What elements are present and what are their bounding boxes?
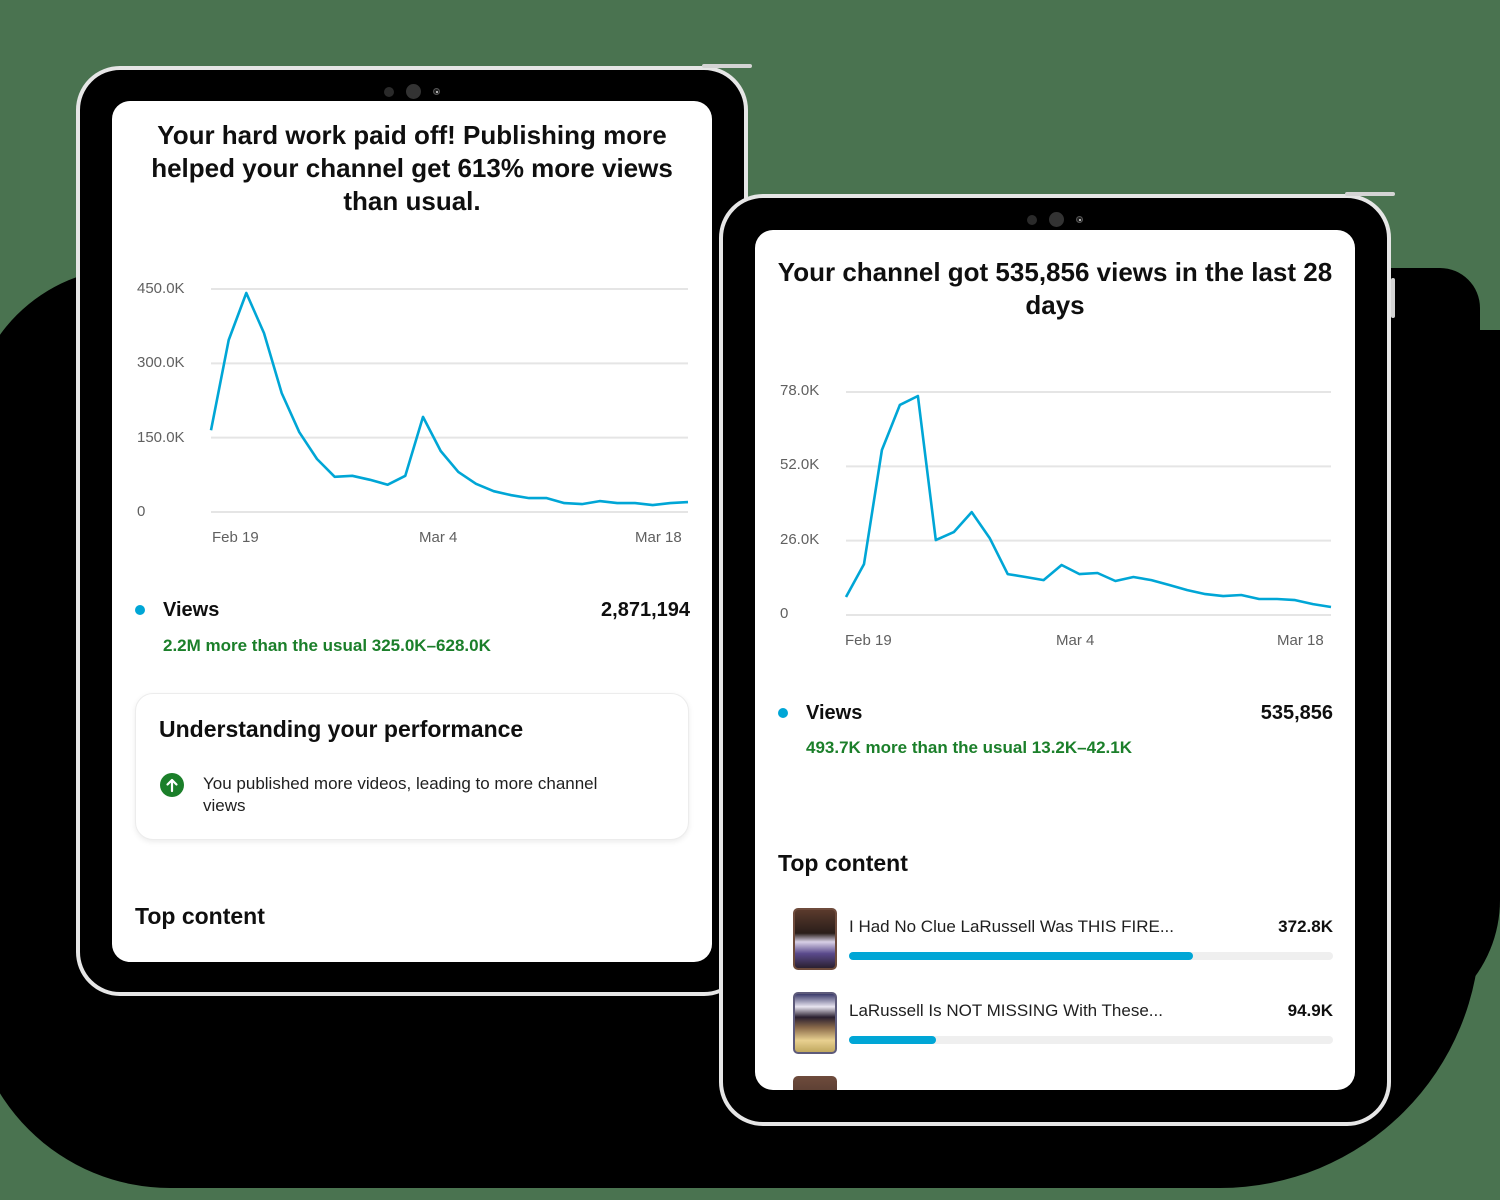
video-thumbnail xyxy=(793,1076,837,1090)
screen-left: Your hard work paid off! Publishing more… xyxy=(112,101,712,962)
metric-label: Views xyxy=(806,702,863,724)
views-bar-fill xyxy=(849,1036,937,1044)
video-title: LaRussell Is NOT MISSING With These... xyxy=(849,1001,1163,1020)
y-tick-label: 78.0K xyxy=(780,382,820,399)
series-dot-icon xyxy=(778,708,788,718)
tablet-left: Your hard work paid off! Publishing more… xyxy=(76,64,752,996)
video-title: I Had No Clue LaRussell Was THIS FIRE... xyxy=(849,917,1174,936)
x-tick-label: Mar 4 xyxy=(1056,632,1095,649)
views-chart: 450.0K 300.0K 150.0K 0 Feb 19 Mar 4 Mar … xyxy=(112,271,712,561)
insight-text: You published more videos, leading to mo… xyxy=(203,774,598,815)
volume-button xyxy=(1391,278,1395,318)
insight-title: Understanding your performance xyxy=(159,716,524,742)
metric-comparison: 2.2M more than the usual 325.0K–628.0K xyxy=(163,636,491,655)
views-series-line[interactable] xyxy=(844,394,1332,609)
views-line-chart xyxy=(844,391,1332,616)
views-metric[interactable]: Views 2,871,194 2.2M more than the usual… xyxy=(112,591,712,661)
metric-comparison: 493.7K more than the usual 13.2K–42.1K xyxy=(806,738,1132,757)
video-views: 372.8K xyxy=(1278,917,1333,936)
top-content-heading: Top content xyxy=(135,903,265,929)
top-content-item[interactable]: I Had No Clue LaRussell Was THIS FIRE...… xyxy=(755,908,1355,970)
tablet-right: Your channel got 535,856 views in the la… xyxy=(719,192,1395,1126)
camera-dot-icon xyxy=(384,86,394,97)
light-sensor-icon xyxy=(433,88,440,95)
views-series-line[interactable] xyxy=(209,291,689,507)
y-tick-label: 150.0K xyxy=(137,429,185,446)
top-content-heading: Top content xyxy=(778,850,908,876)
light-sensor-icon xyxy=(1076,216,1083,223)
backdrop-shadow xyxy=(1370,330,1500,1030)
power-button xyxy=(1345,192,1395,196)
metric-value: 535,856 xyxy=(1260,702,1333,724)
video-thumbnail xyxy=(793,992,837,1054)
insight-card[interactable]: Understanding your performance You publi… xyxy=(135,693,689,840)
y-tick-label: 52.0K xyxy=(780,456,820,473)
metric-label: Views xyxy=(163,599,220,621)
y-tick-label: 0 xyxy=(780,605,789,622)
top-content-item[interactable] xyxy=(755,1076,1355,1090)
arrow-up-circle-icon xyxy=(160,773,184,797)
x-tick-label: Feb 19 xyxy=(212,529,259,546)
screen-right: Your channel got 535,856 views in the la… xyxy=(755,230,1355,1090)
x-tick-label: Mar 18 xyxy=(1277,632,1324,649)
camera-lens-icon xyxy=(1049,212,1064,227)
y-tick-label: 26.0K xyxy=(780,531,820,548)
page-headline: Your channel got 535,856 views in the la… xyxy=(777,257,1333,320)
views-line-chart xyxy=(209,288,689,513)
power-button xyxy=(702,64,752,68)
camera-array xyxy=(1027,212,1083,227)
x-tick-label: Mar 4 xyxy=(419,529,458,546)
video-views: 94.9K xyxy=(1287,1001,1333,1020)
top-content-item[interactable]: LaRussell Is NOT MISSING With These... 9… xyxy=(755,992,1355,1054)
series-dot-icon xyxy=(135,605,145,615)
y-tick-label: 300.0K xyxy=(137,354,185,371)
views-bar-fill xyxy=(849,952,1193,960)
x-tick-label: Mar 18 xyxy=(635,529,682,546)
views-bar-track xyxy=(849,952,1333,960)
views-bar-track xyxy=(849,1036,1333,1044)
metric-value: 2,871,194 xyxy=(601,599,690,621)
camera-lens-icon xyxy=(406,84,421,99)
views-chart: 78.0K 52.0K 26.0K 0 Feb 19 Mar 4 Mar 18 xyxy=(755,380,1355,660)
views-metric[interactable]: Views 535,856 493.7K more than the usual… xyxy=(755,694,1355,764)
video-thumbnail xyxy=(793,908,837,970)
x-tick-label: Feb 19 xyxy=(845,632,892,649)
camera-dot-icon xyxy=(1027,214,1037,225)
camera-array xyxy=(384,84,440,99)
y-tick-label: 0 xyxy=(137,503,146,520)
page-headline: Your hard work paid off! Publishing more… xyxy=(151,120,673,216)
y-tick-label: 450.0K xyxy=(137,280,185,297)
